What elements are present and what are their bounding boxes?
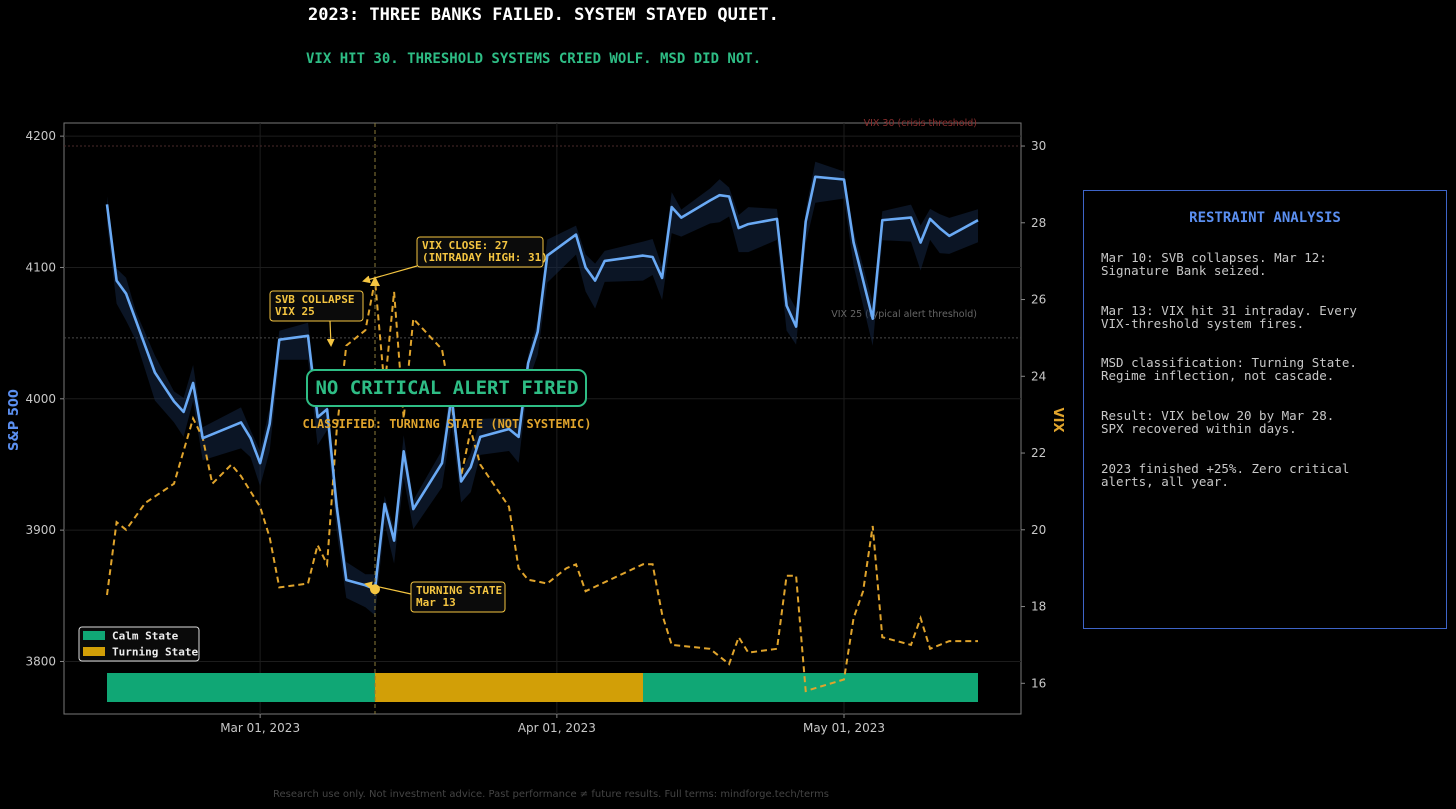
panel-item: Result: VIX below 20 by Mar 28. SPX reco…	[1101, 408, 1335, 436]
legend-label: Calm State	[112, 630, 179, 643]
vix-close-annotation-text: (INTRADAY HIGH: 31)	[422, 251, 548, 264]
vix-close-annotation-box	[416, 236, 544, 268]
y-left-tick-label: 4100	[25, 260, 56, 274]
alert-box	[306, 369, 587, 407]
restraint-analysis-panel: RESTRAINT ANALYSIS Mar 10: SVB collapses…	[1083, 190, 1447, 629]
vix-peak-marker	[370, 276, 380, 286]
spx-series-line	[105, 175, 979, 591]
vix-close-arrow	[362, 265, 418, 284]
x-tick-label: Mar 01, 2023	[220, 721, 300, 735]
vix-close-annotation-text: VIX CLOSE: 27	[422, 239, 508, 252]
turning-annotation-text: TURNING STATE	[416, 584, 502, 597]
legend: Calm State Turning State	[78, 626, 200, 662]
legend-label: Turning State	[112, 646, 198, 659]
legend-frame	[78, 626, 200, 662]
y-right-tick-label: 18	[1031, 600, 1046, 614]
svb-annotation-text: SVB COLLAPSE	[275, 293, 354, 306]
svb-arrow	[326, 320, 335, 347]
y-axis-left-label: S&P 500	[7, 389, 22, 451]
panel-item: 2023 finished +25%. Zero critical alerts…	[1101, 461, 1350, 489]
y-right-tick-label: 24	[1031, 369, 1046, 383]
vix-series-line	[106, 280, 978, 693]
chart-subtitle: VIX HIT 30. THRESHOLD SYSTEMS CRIED WOLF…	[306, 51, 762, 67]
x-tick-label: May 01, 2023	[803, 721, 885, 735]
panel-title: RESTRAINT ANALYSIS	[1189, 210, 1341, 226]
reference-line-label: VIX 25 (typical alert threshold)	[831, 309, 977, 320]
reference-line-label: VIX 30 (crisis threshold)	[864, 118, 977, 129]
y-right-tick-label: 26	[1031, 293, 1046, 307]
disclaimer-footer: Research use only. Not investment advice…	[273, 789, 830, 800]
panel-item: Mar 10: SVB collapses. Mar 12: Signature…	[1101, 250, 1327, 278]
y-right-tick-label: 16	[1031, 676, 1046, 690]
y-right-tick-label: 30	[1031, 139, 1046, 153]
y-left-tick-label: 4000	[25, 392, 56, 406]
legend-swatch	[83, 647, 105, 656]
chart: VIX 30 (crisis threshold) VIX 25 (typical…	[7, 118, 1065, 735]
turning-annotation-box	[410, 581, 506, 613]
regime-band	[375, 673, 643, 702]
y-axis-right-label: VIX	[1050, 408, 1065, 433]
alert-message: NO CRITICAL ALERT FIRED	[315, 377, 578, 399]
y-left-tick-label: 4200	[25, 129, 56, 143]
chart-title: 2023: THREE BANKS FAILED. SYSTEM STAYED …	[308, 5, 779, 25]
y-right-tick-label: 28	[1031, 216, 1046, 230]
legend-swatch	[83, 631, 105, 640]
regime-band	[107, 673, 375, 702]
panel-item: Mar 13: VIX hit 31 intraday. Every VIX-t…	[1101, 303, 1357, 331]
y-right-tick-label: 22	[1031, 446, 1046, 460]
turning-arrow	[364, 581, 412, 595]
svb-annotation-text: VIX 25	[275, 305, 315, 318]
classification-label: CLASSIFIED: TURNING STATE (NOT SYSTEMIC)	[303, 417, 592, 431]
turning-annotation-text: Mar 13	[416, 596, 456, 609]
x-tick-label: Apr 01, 2023	[518, 721, 596, 735]
panel-item: MSD classification: Turning State. Regim…	[1101, 355, 1357, 383]
y-left-tick-label: 3900	[25, 523, 56, 537]
vix-close-annotation: VIX CLOSE: 27(INTRADAY HIGH: 31)	[416, 236, 548, 268]
y-right-tick-label: 20	[1031, 523, 1046, 537]
regime-band	[643, 673, 978, 702]
y-left-tick-label: 3800	[25, 654, 56, 668]
svb-annotation-box	[269, 290, 364, 322]
